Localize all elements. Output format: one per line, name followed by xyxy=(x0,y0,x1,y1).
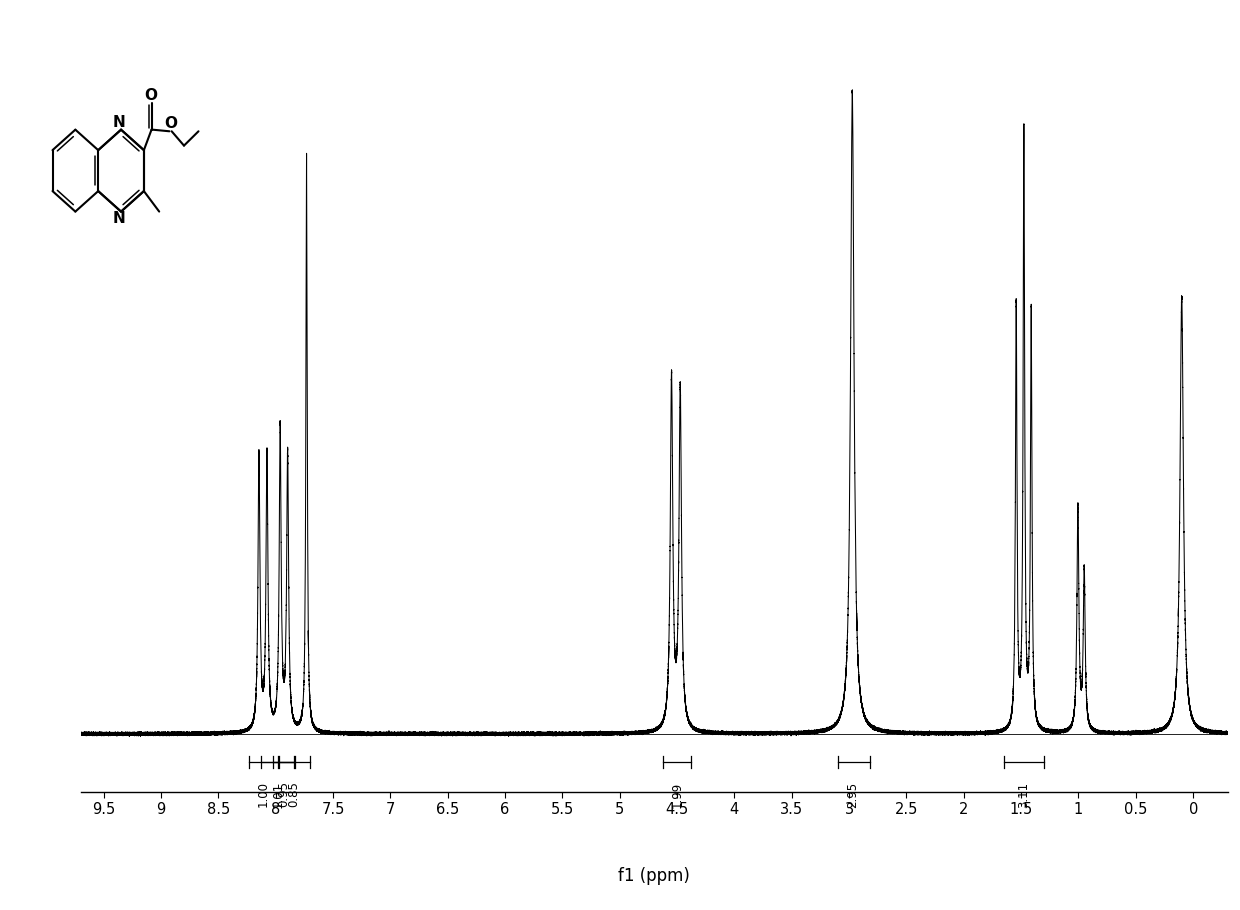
Text: 3.11: 3.11 xyxy=(1017,782,1030,807)
Text: O: O xyxy=(144,88,157,103)
Text: 1.01: 1.01 xyxy=(272,782,284,807)
Text: N: N xyxy=(113,116,125,130)
Text: 1.99: 1.99 xyxy=(671,782,683,808)
Text: N: N xyxy=(113,211,125,226)
Text: 0.95: 0.95 xyxy=(277,782,290,807)
Text: 1.00: 1.00 xyxy=(257,782,269,807)
X-axis label: f1 (ppm): f1 (ppm) xyxy=(619,867,689,885)
Text: 2.95: 2.95 xyxy=(846,782,859,807)
Text: 0.85: 0.85 xyxy=(288,782,300,807)
Text: O: O xyxy=(165,116,177,131)
